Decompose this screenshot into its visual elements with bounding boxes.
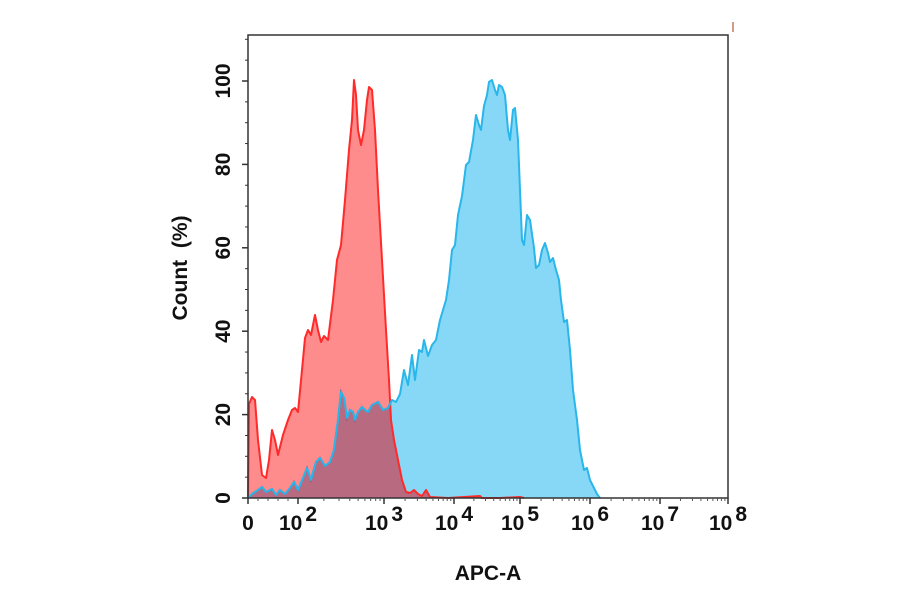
x-tick-label: 10 3 bbox=[365, 503, 403, 535]
red-histogram-fill bbox=[248, 80, 524, 498]
y-axis-title: Count (%) bbox=[169, 216, 192, 321]
blue-histogram-fill bbox=[248, 80, 600, 498]
red-histogram-line bbox=[247, 79, 525, 499]
x-tick-label: 10 4 bbox=[435, 503, 473, 535]
x-axis: 0 10 2 10 3 10 4 10 5 10 6 10 7 10 8 bbox=[242, 498, 747, 535]
y-tick-label: 40 bbox=[212, 320, 235, 343]
histogram-series bbox=[247, 79, 601, 499]
blue-histogram-line bbox=[247, 79, 601, 499]
y-tick-label: 0 bbox=[212, 492, 235, 504]
x-tick-label: 10 7 bbox=[641, 503, 679, 535]
y-tick-label: 20 bbox=[212, 403, 235, 426]
plot-area bbox=[247, 22, 734, 499]
y-axis: 0 20 40 60 80 100 bbox=[212, 38, 248, 504]
x-tick-label: 10 2 bbox=[279, 503, 317, 535]
x-axis-title: APC-A bbox=[455, 562, 522, 585]
plot-frame bbox=[247, 34, 729, 499]
y-tick-label: 100 bbox=[212, 63, 235, 98]
x-tick-label: 10 6 bbox=[571, 503, 609, 535]
x-tick-label: 0 bbox=[242, 512, 254, 535]
x-tick-label: 10 8 bbox=[709, 503, 747, 535]
y-tick-label: 60 bbox=[212, 236, 235, 259]
x-tick-label: 10 5 bbox=[501, 503, 539, 535]
y-tick-label: 80 bbox=[212, 153, 235, 176]
